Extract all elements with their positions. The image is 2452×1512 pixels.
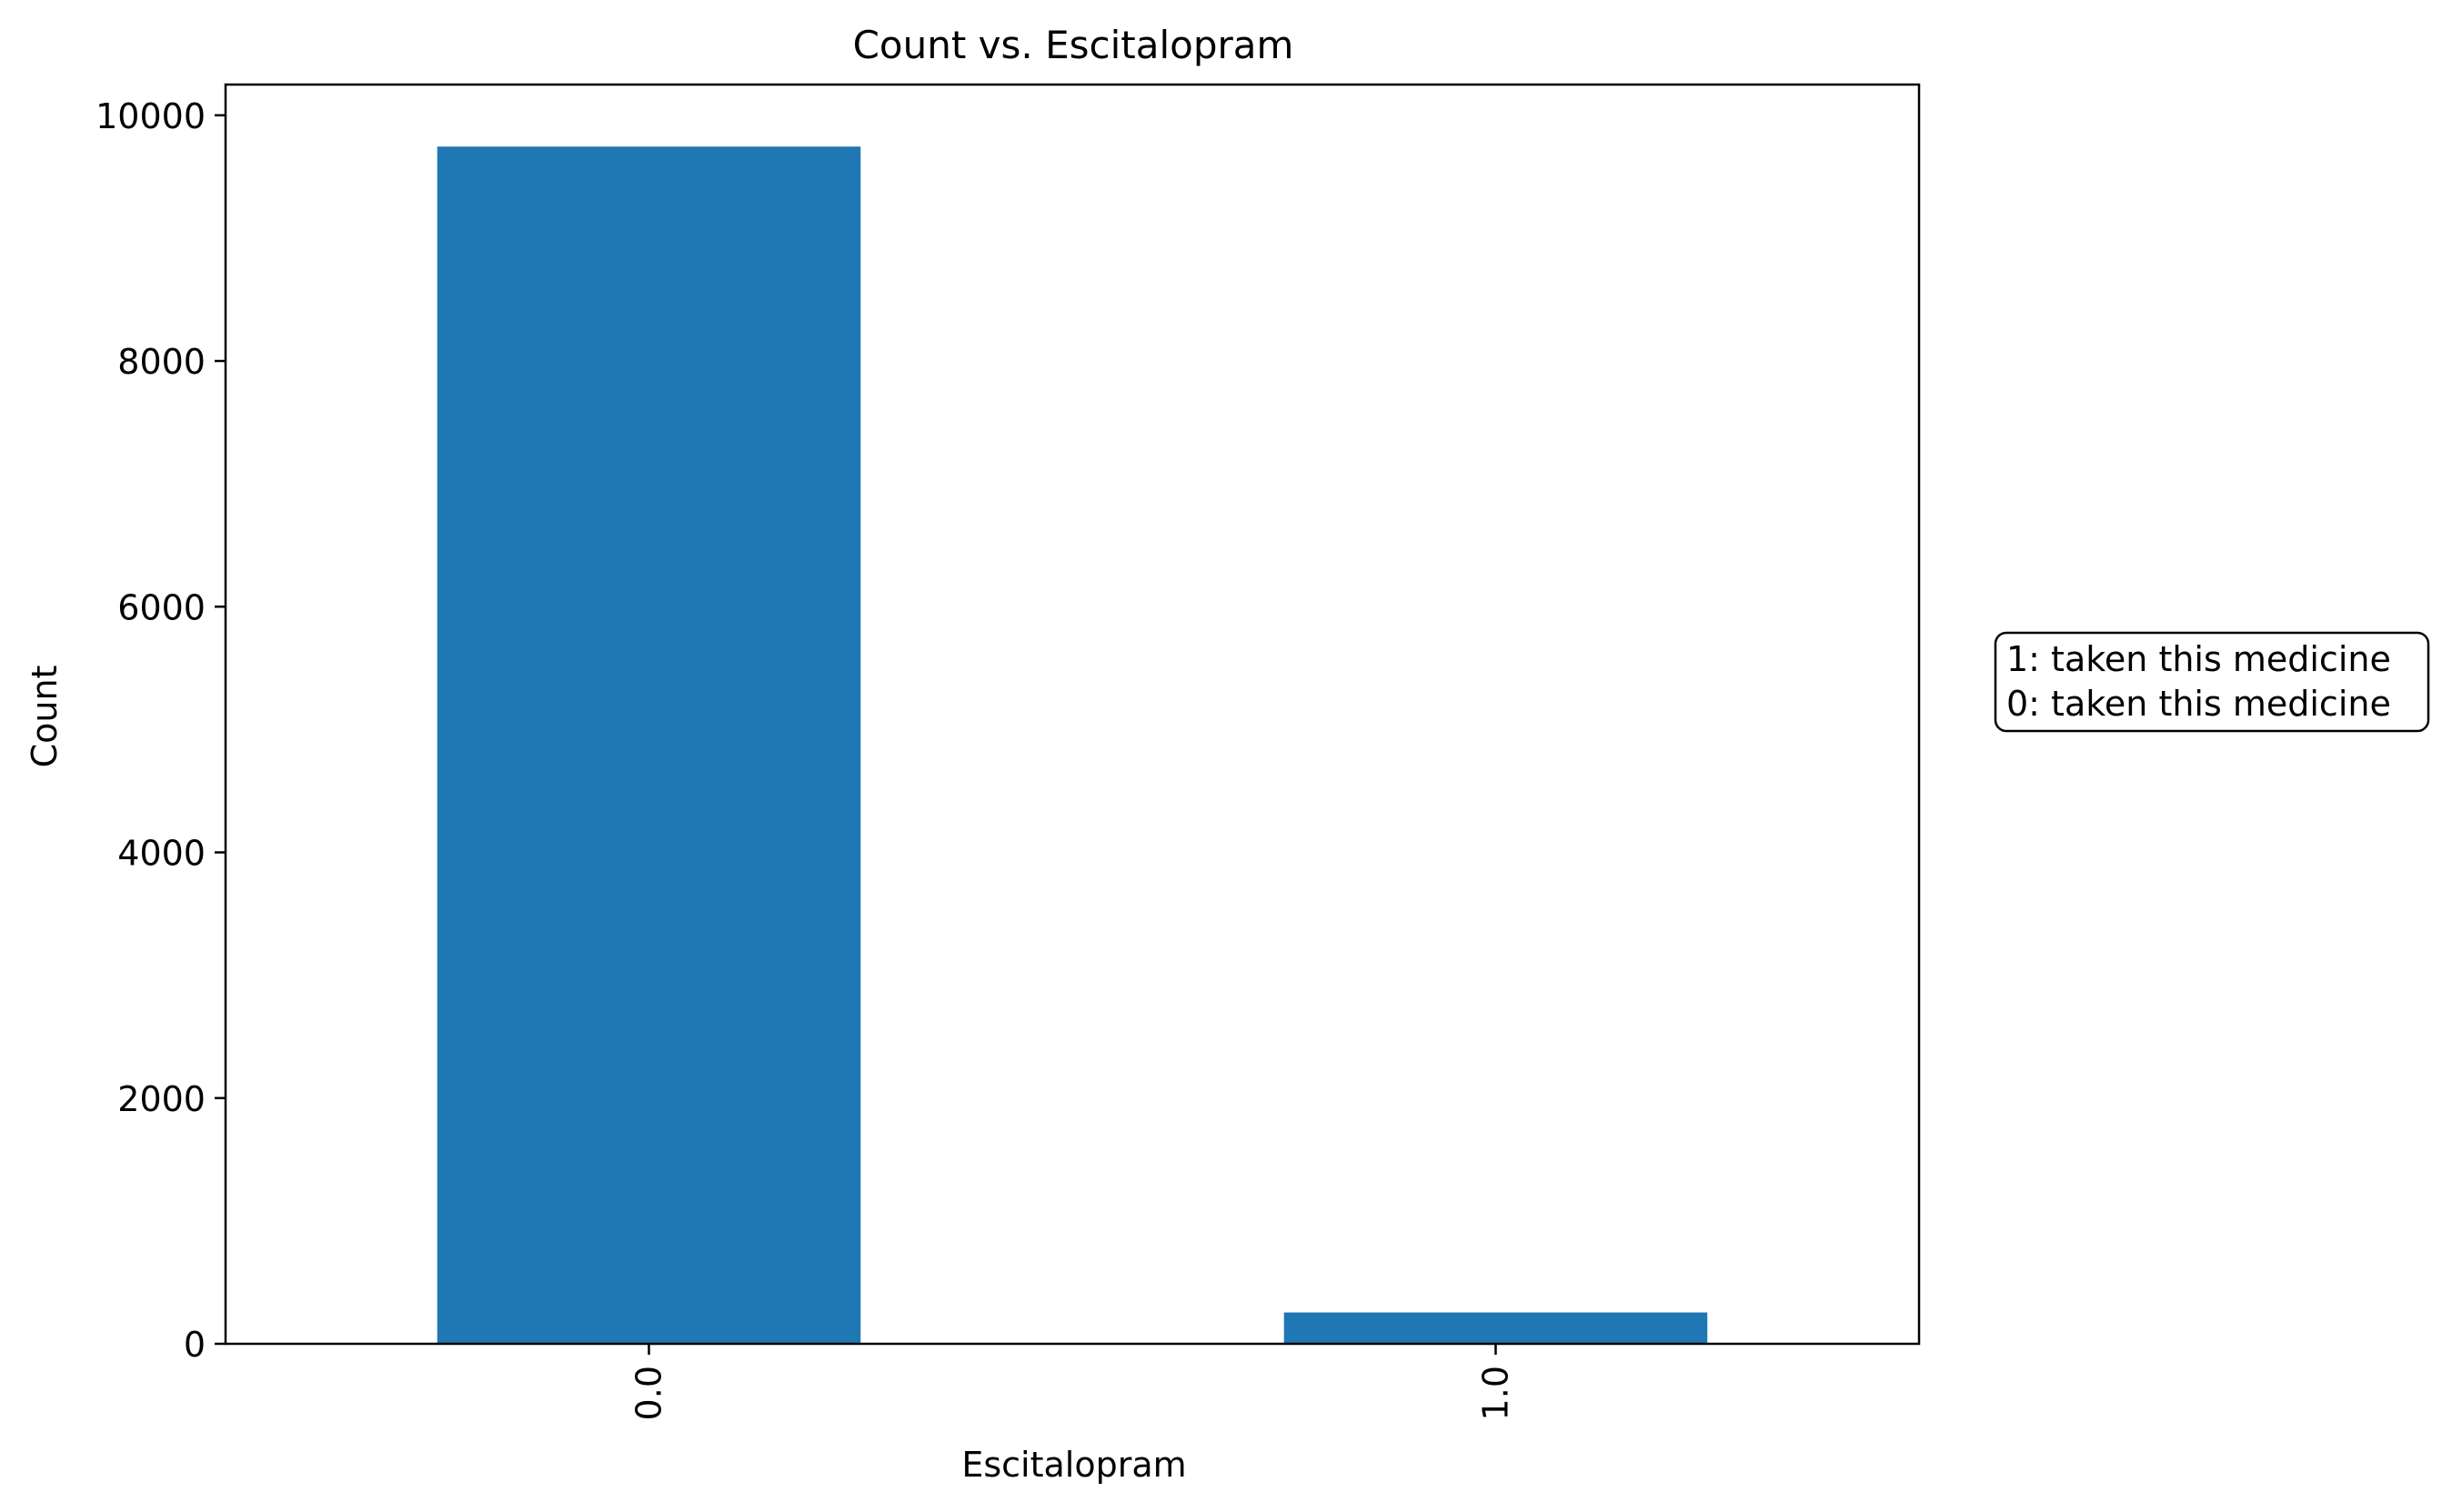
bars-group — [437, 146, 1708, 1345]
y-tick-label: 0 — [184, 1325, 206, 1365]
bar-0.0 — [437, 146, 861, 1345]
y-tick-label: 10000 — [95, 96, 206, 136]
y-tick-label: 6000 — [117, 587, 206, 627]
y-tick-label: 4000 — [117, 834, 206, 874]
y-tick-label: 2000 — [117, 1079, 206, 1119]
y-tick-label: 8000 — [117, 342, 206, 382]
annotation-frame — [1994, 631, 2430, 733]
annotation-line-1: 1: taken this medicine — [2006, 639, 2391, 679]
axes-frame — [224, 83, 1921, 1346]
y-axis-ticks: 0 2000 4000 6000 8000 10000 — [95, 96, 226, 1365]
x-tick-label: 1.0 — [1476, 1366, 1516, 1420]
x-axis-label: Escitalopram — [961, 1445, 1186, 1485]
plot-area: 0 2000 4000 6000 8000 10000 0.0 1.0 — [95, 83, 1921, 1420]
x-axis-ticks: 0.0 1.0 — [629, 1344, 1516, 1420]
y-axis-label: Count — [25, 666, 65, 768]
annotation-line-2: 0: taken this medicine — [2006, 684, 2391, 724]
bar-1.0 — [1283, 1312, 1708, 1344]
chart-title: Count vs. Escitalopram — [853, 23, 1294, 67]
x-tick-label: 0.0 — [629, 1366, 669, 1420]
annotation-box: 1: taken this medicine 0: taken this med… — [1994, 631, 2430, 733]
